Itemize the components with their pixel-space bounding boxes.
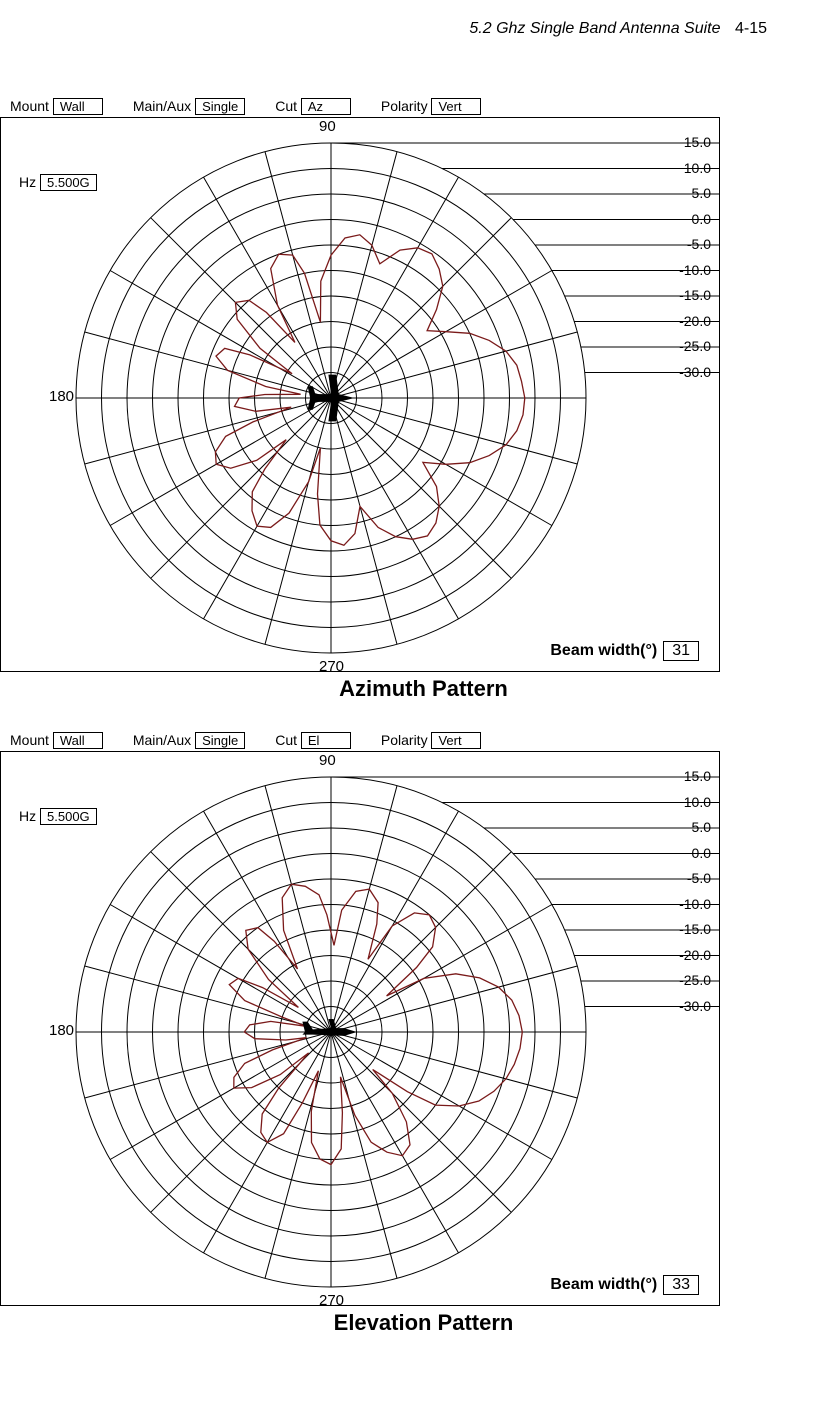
header-title: 5.2 Ghz Single Band Antenna Suite	[469, 20, 720, 37]
param-mount-label: Mount	[10, 732, 49, 748]
angle-label-270: 270	[319, 658, 344, 672]
elevation-polar-svg	[1, 752, 720, 1306]
param-cut-value: El	[301, 732, 351, 749]
header-page-number: 4-15	[735, 20, 767, 37]
page-container: 5.2 Ghz Single Band Antenna Suite 4-15 M…	[0, 0, 827, 1396]
azimuth-param-row: Mount Wall Main/Aux Single Cut Az Polari…	[0, 98, 787, 115]
db-scale-label: -15.0	[661, 921, 711, 937]
param-mainaux: Main/Aux Single	[133, 98, 245, 115]
elevation-chart-title: Elevation Pattern	[0, 1310, 787, 1336]
azimuth-chart-frame: Hz 5.500G 15.0 10.0 5.0 0.0 -5.0 -10.0 -15.0 -20…	[0, 117, 720, 672]
beamwidth-value: 33	[663, 1275, 699, 1295]
angle-label-90: 90	[319, 118, 336, 135]
db-scale-label: -5.0	[661, 236, 711, 252]
param-cut: Cut Az	[275, 98, 351, 115]
page-header: 5.2 Ghz Single Band Antenna Suite 4-15	[0, 20, 787, 38]
param-mainaux-value: Single	[195, 98, 245, 115]
elevation-chart-block: Mount Wall Main/Aux Single Cut El Polari…	[0, 732, 787, 1336]
db-scale-label: -30.0	[661, 364, 711, 380]
elevation-param-row: Mount Wall Main/Aux Single Cut El Polari…	[0, 732, 787, 749]
param-mainaux-label: Main/Aux	[133, 98, 191, 114]
db-scale-label: -5.0	[661, 870, 711, 886]
param-cut-label: Cut	[275, 732, 297, 748]
db-scale-label: 0.0	[661, 845, 711, 861]
db-scale-label: 5.0	[661, 185, 711, 201]
param-polarity-label: Polarity	[381, 98, 428, 114]
hz-label: Hz	[19, 808, 36, 824]
beamwidth-field: Beam width(°) 33	[550, 1275, 699, 1295]
param-mount-value: Wall	[53, 732, 103, 749]
hz-label: Hz	[19, 174, 36, 190]
hz-field: Hz 5.500G	[19, 174, 97, 191]
param-mainaux-label: Main/Aux	[133, 732, 191, 748]
db-scale-label: 15.0	[661, 768, 711, 784]
db-scale-label: -20.0	[661, 313, 711, 329]
angle-label-270: 270	[319, 1292, 344, 1306]
beamwidth-label: Beam width(°)	[550, 642, 657, 659]
param-mount: Mount Wall	[10, 98, 103, 115]
param-polarity-value: Vert	[431, 98, 481, 115]
param-polarity: Polarity Vert	[381, 98, 482, 115]
azimuth-chart-title: Azimuth Pattern	[0, 676, 787, 702]
hz-value: 5.500G	[40, 174, 97, 191]
param-polarity: Polarity Vert	[381, 732, 482, 749]
param-mainaux: Main/Aux Single	[133, 732, 245, 749]
beamwidth-label: Beam width(°)	[550, 1276, 657, 1293]
hz-field: Hz 5.500G	[19, 808, 97, 825]
param-mount-label: Mount	[10, 98, 49, 114]
db-scale-label: -10.0	[661, 896, 711, 912]
db-scale-label: 0.0	[661, 211, 711, 227]
hz-value: 5.500G	[40, 808, 97, 825]
beamwidth-value: 31	[663, 641, 699, 661]
beamwidth-field: Beam width(°) 31	[550, 641, 699, 661]
param-cut: Cut El	[275, 732, 351, 749]
param-polarity-value: Vert	[431, 732, 481, 749]
db-scale-label: 15.0	[661, 134, 711, 150]
angle-label-180: 180	[49, 1022, 74, 1039]
db-scale-label: 10.0	[661, 794, 711, 810]
db-scale-label: -10.0	[661, 262, 711, 278]
elevation-pattern-trace	[229, 884, 522, 1164]
param-mainaux-value: Single	[195, 732, 245, 749]
param-mount-value: Wall	[53, 98, 103, 115]
azimuth-chart-block: Mount Wall Main/Aux Single Cut Az Polari…	[0, 98, 787, 702]
db-scale-label: 5.0	[661, 819, 711, 835]
angle-label-90: 90	[319, 752, 336, 769]
param-mount: Mount Wall	[10, 732, 103, 749]
db-scale-label: -20.0	[661, 947, 711, 963]
param-cut-value: Az	[301, 98, 351, 115]
db-scale-label: 10.0	[661, 160, 711, 176]
param-polarity-label: Polarity	[381, 732, 428, 748]
db-scale-label: -25.0	[661, 972, 711, 988]
azimuth-polar-svg	[1, 118, 720, 672]
db-scale-label: -30.0	[661, 998, 711, 1014]
db-scale-label: -25.0	[661, 338, 711, 354]
db-scale-label: -15.0	[661, 287, 711, 303]
elevation-chart-frame: Hz 5.500G 15.0 10.0 5.0 0.0 -5.0 -10.0 -15.0 -20…	[0, 751, 720, 1306]
param-cut-label: Cut	[275, 98, 297, 114]
angle-label-180: 180	[49, 388, 74, 405]
